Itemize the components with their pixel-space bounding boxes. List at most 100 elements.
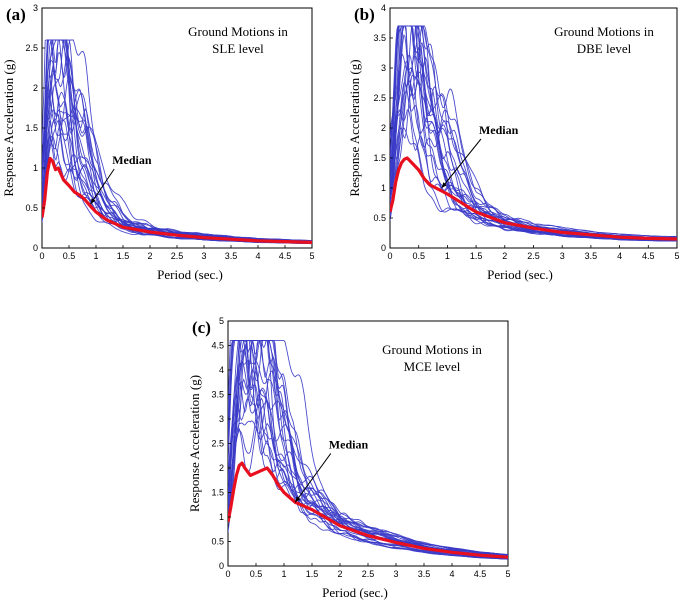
panel-label: (b) — [354, 5, 375, 24]
y-tick-label: 2 — [219, 463, 224, 473]
median-line — [228, 461, 508, 559]
chart-title-line: Ground Motions in — [554, 24, 654, 39]
y-tick-label: 2.5 — [373, 93, 386, 103]
x-axis-label: Period (sec.) — [322, 585, 388, 600]
y-tick-label: 5 — [219, 316, 224, 326]
x-tick-label: 3 — [560, 251, 565, 261]
y-tick-label: 0.5 — [211, 537, 224, 547]
median-annotation: Median — [329, 437, 369, 451]
x-axis-label: Period (sec.) — [157, 267, 223, 282]
annotation-arrow-line — [90, 168, 115, 205]
x-tick-label: 3.5 — [225, 251, 238, 261]
x-tick-label: 0 — [387, 251, 392, 261]
curves — [228, 340, 508, 560]
x-tick-label: 3.5 — [585, 251, 598, 261]
curves — [390, 25, 677, 242]
x-tick-label: 5 — [505, 569, 510, 579]
y-tick-label: 1 — [381, 183, 386, 193]
y-tick-label: 2.5 — [25, 43, 38, 53]
y-tick-label: 2 — [381, 123, 386, 133]
x-tick-label: 4.5 — [279, 251, 292, 261]
x-tick-label: 1 — [445, 251, 450, 261]
x-axis-label: Period (sec.) — [487, 267, 553, 282]
x-tick-label: 3.5 — [418, 569, 431, 579]
y-tick-label: 3 — [381, 63, 386, 73]
chart-panel-0: 0 0.5 1 1.5 2 2.5 3 3.5 4 4.5 5 0 0.5 1 1.5 2 2.5 3 Period… — [1, 3, 315, 282]
x-tick-label: 0.5 — [412, 251, 425, 261]
y-tick-label: 0 — [219, 561, 224, 571]
x-tick-label: 4.5 — [474, 569, 487, 579]
x-tick-label: 1 — [93, 251, 98, 261]
chart-title-line: Ground Motions in — [382, 342, 482, 357]
chart-title-line: Ground Motions in — [188, 24, 288, 39]
y-tick-label: 0.5 — [25, 203, 38, 213]
annotation-arrow-head — [295, 496, 301, 503]
y-tick-label: 3 — [33, 3, 38, 13]
ground-motion-record-line — [228, 340, 508, 560]
x-tick-label: 0.5 — [63, 251, 76, 261]
x-tick-label: 2 — [147, 251, 152, 261]
x-tick-label: 1 — [281, 569, 286, 579]
y-tick-label: 1 — [33, 163, 38, 173]
y-tick-label: 3.5 — [373, 33, 386, 43]
annotation-arrow-head — [441, 182, 447, 188]
chart-panel-2: 0 0.5 1 1.5 2 2.5 3 3.5 4 4.5 5 0 0.5 1 1.5 2 2.5 3 3.5 4 4.… — [187, 316, 511, 600]
x-tick-label: 0.5 — [250, 569, 263, 579]
x-tick-label: 2 — [502, 251, 507, 261]
x-tick-label: 4 — [449, 569, 454, 579]
y-tick-label: 1.5 — [211, 488, 224, 498]
ground-motion-record-line — [228, 340, 508, 559]
chart-title-line: DBE level — [577, 41, 632, 56]
y-axis-label: Response Acceleration (g) — [1, 59, 16, 196]
panel-label: (a) — [6, 5, 26, 24]
y-tick-label: 1.5 — [373, 153, 386, 163]
y-tick-label: 4 — [381, 3, 386, 13]
y-tick-label: 4.5 — [211, 341, 224, 351]
ground-motion-record-line — [390, 127, 677, 242]
y-tick-label: 2.5 — [211, 439, 224, 449]
y-tick-label: 0 — [381, 243, 386, 253]
plot-area — [389, 7, 678, 249]
x-tick-label: 0 — [39, 251, 44, 261]
x-tick-label: 4 — [255, 251, 260, 261]
x-tick-label: 2.5 — [527, 251, 540, 261]
chart-panel-1: 0 0.5 1 1.5 2 2.5 3 3.5 4 4.5 5 0 0.5 1 1.5 2 2.5 3 3.5 4 Pe… — [347, 3, 680, 282]
x-tick-label: 3 — [393, 569, 398, 579]
y-tick-label: 3.5 — [211, 390, 224, 400]
y-axis-label: Response Acceleration (g) — [347, 59, 362, 196]
ground-motion-record-line — [228, 340, 508, 555]
y-tick-label: 0.5 — [373, 213, 386, 223]
x-tick-label: 0 — [225, 569, 230, 579]
ground-motion-record-line — [390, 25, 677, 237]
x-tick-label: 4.5 — [642, 251, 655, 261]
plot-area — [41, 7, 313, 249]
median-annotation: Median — [112, 153, 152, 167]
panel-label: (c) — [192, 318, 211, 337]
chart-title-line: MCE level — [404, 359, 461, 374]
annotation-arrow-line — [294, 453, 332, 503]
y-tick-label: 3 — [219, 414, 224, 424]
y-tick-label: 1.5 — [25, 123, 38, 133]
y-tick-label: 0 — [33, 243, 38, 253]
x-tick-label: 1.5 — [306, 569, 319, 579]
x-tick-label: 1.5 — [117, 251, 130, 261]
annotation-arrow-head — [90, 198, 96, 204]
curves — [42, 39, 312, 245]
chart-title-line: SLE level — [212, 41, 264, 56]
x-tick-label: 2 — [337, 569, 342, 579]
ground-motion-record-line — [228, 340, 508, 556]
x-tick-label: 2.5 — [362, 569, 375, 579]
x-tick-label: 3 — [201, 251, 206, 261]
median-line — [42, 156, 312, 244]
y-tick-label: 1 — [219, 512, 224, 522]
median-line — [390, 156, 677, 241]
x-tick-label: 4 — [617, 251, 622, 261]
x-tick-label: 2.5 — [171, 251, 184, 261]
annotation-arrow-line — [441, 138, 482, 189]
ground-motion-record-line — [42, 55, 312, 242]
y-axis-label: Response Acceleration (g) — [187, 375, 202, 512]
median-annotation: Median — [479, 123, 519, 137]
y-tick-label: 2 — [33, 83, 38, 93]
x-tick-label: 1.5 — [470, 251, 483, 261]
